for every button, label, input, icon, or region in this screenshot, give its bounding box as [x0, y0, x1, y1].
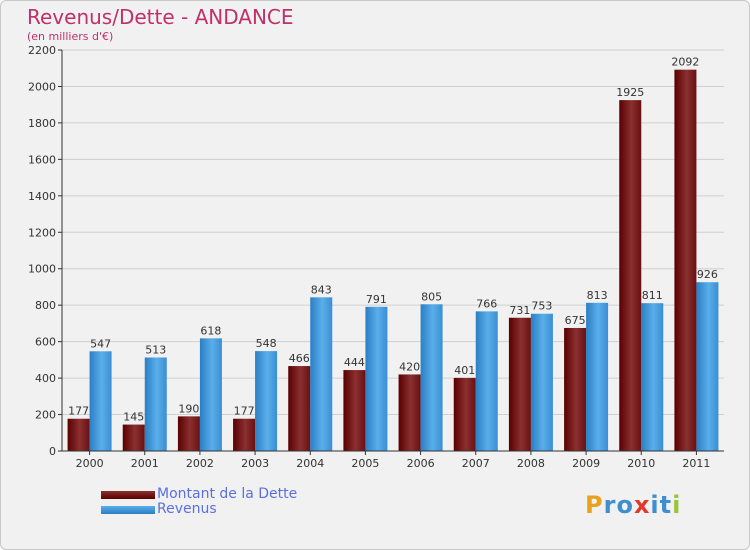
revenus-bar — [475, 311, 498, 451]
chart-title: Revenus/Dette - ANDANCE — [27, 5, 294, 29]
revenus-bar — [144, 357, 167, 451]
debt-bar — [288, 366, 311, 451]
debt-bar — [564, 327, 587, 451]
x-tick-label: 2004 — [296, 457, 324, 470]
debt-bar — [619, 100, 642, 451]
chart-subtitle: (en milliers d'€) — [27, 30, 114, 43]
y-axis-ticks: 0 200 400 600 800 1000 1200 1400 1600 1800 2000 220… — [28, 44, 62, 458]
logo-letter: x — [633, 491, 651, 519]
x-tick-label: 2001 — [131, 457, 159, 470]
revenus-value-label: 805 — [421, 290, 442, 303]
debt-bar — [508, 317, 531, 451]
logo-letter: i — [672, 491, 682, 519]
revenus-bar — [199, 338, 222, 451]
debt-bar — [67, 418, 90, 451]
y-tick-label: 400 — [35, 372, 56, 385]
y-tick-label: 1200 — [28, 226, 56, 239]
debt-bar — [122, 424, 145, 451]
revenus-bar — [696, 282, 719, 451]
revenus-value-label: 766 — [476, 297, 497, 310]
legend-label-debt: Montant de la Dette — [157, 486, 298, 502]
legend-label-revenus: Revenus — [157, 501, 217, 517]
x-tick-label: 2007 — [462, 457, 490, 470]
y-tick-label: 1400 — [28, 190, 56, 203]
revenus-value-label: 547 — [90, 337, 111, 350]
revenus-bar — [641, 303, 664, 451]
revenus-value-label: 813 — [587, 289, 608, 302]
y-tick-label: 1800 — [28, 117, 56, 130]
debt-value-label: 190 — [178, 402, 199, 415]
bars-layer — [67, 69, 719, 451]
x-tick-label: 2008 — [517, 457, 545, 470]
revenus-value-label: 843 — [311, 283, 332, 296]
revenus-bar — [586, 302, 609, 451]
debt-bar — [398, 374, 421, 451]
revenus-value-label: 618 — [200, 324, 221, 337]
debt-value-label: 466 — [289, 352, 310, 365]
y-tick-label: 200 — [35, 409, 56, 422]
grid-layer — [62, 49, 724, 416]
revenus-value-label: 791 — [366, 293, 387, 306]
debt-value-label: 2092 — [671, 56, 699, 69]
proxiti-logo: Proxiti — [585, 491, 681, 519]
legend-swatch-debt — [101, 490, 155, 499]
debt-bar — [453, 377, 476, 451]
x-tick-label: 2000 — [76, 457, 104, 470]
logo-letter: t — [659, 491, 673, 519]
revenus-bar — [365, 306, 388, 451]
y-tick-label: 1600 — [28, 153, 56, 166]
debt-bar — [177, 416, 200, 451]
y-tick-label: 2000 — [28, 80, 56, 93]
x-tick-label: 2010 — [627, 457, 655, 470]
debt-value-label: 145 — [123, 411, 144, 424]
debt-value-label: 731 — [509, 304, 530, 317]
value-labels-layer: 177 547 145 513 190 618 177 548 466 843 444 791 420 8… — [68, 56, 718, 424]
x-tick-label: 2003 — [241, 457, 269, 470]
revenus-bar — [89, 351, 112, 451]
debt-value-label: 444 — [344, 356, 365, 369]
debt-bar — [233, 418, 256, 451]
debt-bar — [674, 69, 697, 451]
legend-swatch-revenus — [101, 505, 155, 514]
y-tick-label: 600 — [35, 336, 56, 349]
logo-letter: o — [616, 491, 634, 519]
x-tick-label: 2011 — [682, 457, 710, 470]
y-tick-label: 1000 — [28, 263, 56, 276]
revenus-value-label: 548 — [256, 337, 277, 350]
legend: Montant de la Dette Revenus — [101, 487, 297, 517]
revenus-bar — [530, 313, 553, 451]
x-tick-label: 2006 — [407, 457, 435, 470]
x-tick-label: 2002 — [186, 457, 214, 470]
revenus-bar — [310, 297, 333, 451]
revenus-bar — [420, 304, 443, 451]
debt-value-label: 177 — [234, 405, 255, 418]
revenus-value-label: 926 — [697, 268, 718, 281]
legend-item-debt: Montant de la Dette — [101, 487, 297, 502]
x-axis-ticks: 2000 2001 2002 2003 2004 2005 2006 2007 2008 2009… — [76, 451, 710, 470]
legend-item-revenus: Revenus — [101, 502, 297, 517]
debt-value-label: 675 — [565, 314, 586, 327]
x-tick-label: 2005 — [351, 457, 379, 470]
debt-value-label: 420 — [399, 360, 420, 373]
revenus-bar — [255, 351, 278, 451]
revenus-value-label: 753 — [531, 300, 552, 313]
debt-value-label: 177 — [68, 405, 89, 418]
revenus-value-label: 513 — [145, 343, 166, 356]
x-tick-label: 2009 — [572, 457, 600, 470]
debt-value-label: 1925 — [616, 86, 644, 99]
revenus-value-label: 811 — [642, 289, 663, 302]
y-tick-label: 800 — [35, 299, 56, 312]
debt-bar — [343, 370, 366, 451]
y-tick-label: 0 — [49, 445, 56, 458]
y-tick-label: 2200 — [28, 44, 56, 57]
logo-letter: r — [603, 491, 617, 519]
logo-letter: i — [650, 491, 660, 519]
debt-value-label: 401 — [454, 364, 475, 377]
logo-letter: P — [585, 491, 604, 519]
